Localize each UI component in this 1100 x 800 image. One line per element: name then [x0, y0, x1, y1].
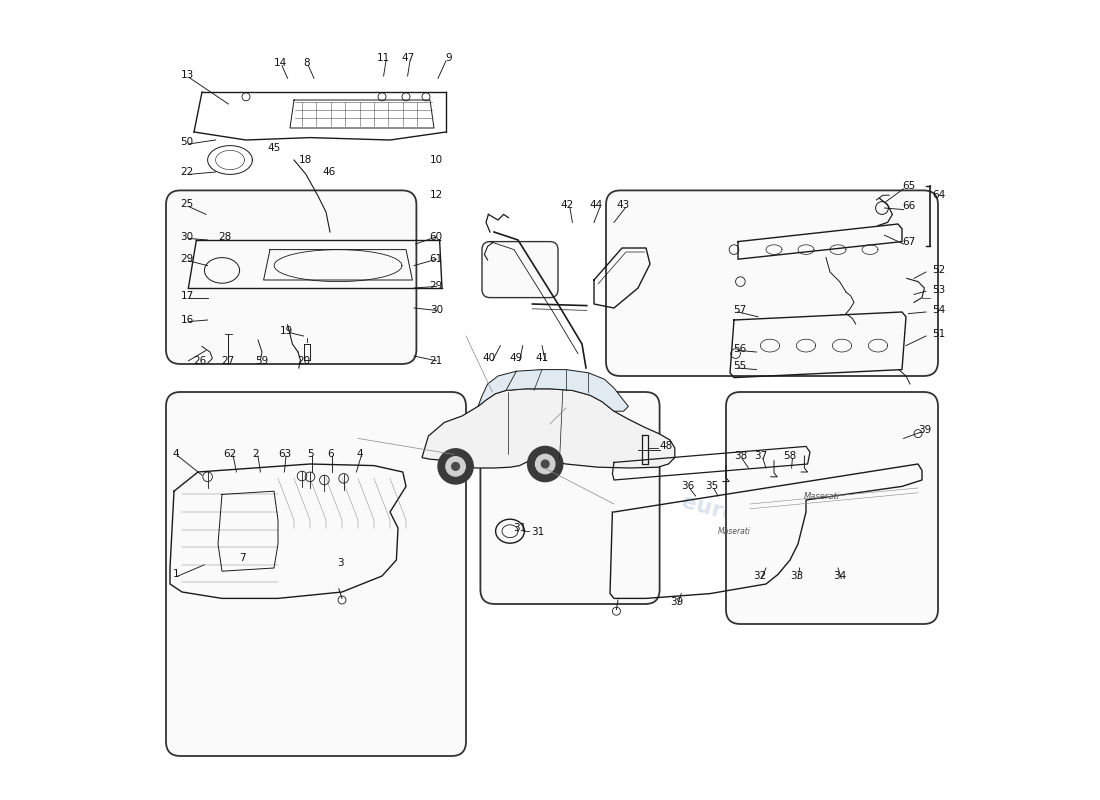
Text: 25: 25: [180, 199, 194, 209]
Text: 14: 14: [274, 58, 287, 68]
Text: 32: 32: [754, 571, 767, 581]
Text: 54: 54: [933, 306, 946, 315]
Text: 18: 18: [298, 155, 311, 165]
Text: 37: 37: [755, 451, 768, 461]
Text: 53: 53: [933, 285, 946, 294]
Text: 3: 3: [337, 558, 343, 568]
Text: 41: 41: [536, 354, 549, 363]
Circle shape: [446, 457, 465, 476]
Text: 63: 63: [278, 449, 292, 458]
Text: 59: 59: [255, 356, 268, 366]
Text: 17: 17: [180, 291, 194, 301]
Text: 4: 4: [173, 449, 179, 458]
Text: 9: 9: [446, 53, 452, 62]
Text: 27: 27: [221, 356, 234, 366]
FancyBboxPatch shape: [166, 392, 466, 756]
Circle shape: [528, 446, 563, 482]
Text: 35: 35: [705, 482, 718, 491]
Text: 10: 10: [430, 155, 443, 165]
Text: 56: 56: [734, 344, 747, 354]
Text: 65: 65: [902, 181, 915, 190]
Text: 61: 61: [429, 254, 443, 264]
Text: 19: 19: [279, 326, 293, 336]
FancyBboxPatch shape: [726, 392, 938, 624]
FancyBboxPatch shape: [166, 190, 417, 364]
Text: 44: 44: [590, 200, 603, 210]
Text: 30: 30: [430, 306, 443, 315]
Text: 16: 16: [180, 315, 194, 325]
Text: 5: 5: [307, 449, 314, 458]
Text: 39: 39: [918, 425, 932, 434]
Text: 60: 60: [430, 232, 443, 242]
Circle shape: [536, 454, 554, 474]
Text: 22: 22: [180, 167, 194, 177]
Text: Maserati: Maserati: [804, 492, 840, 502]
Text: 51: 51: [933, 330, 946, 339]
FancyBboxPatch shape: [606, 190, 938, 376]
Text: 66: 66: [902, 202, 915, 211]
Text: 33: 33: [790, 571, 803, 581]
Text: 13: 13: [180, 70, 194, 80]
Text: 42: 42: [560, 200, 573, 210]
Text: 39: 39: [670, 597, 683, 606]
Text: 29: 29: [429, 282, 443, 291]
Text: eurospares: eurospares: [223, 220, 364, 276]
Text: 34: 34: [833, 571, 846, 581]
Text: 36: 36: [681, 482, 694, 491]
Text: 40: 40: [483, 354, 496, 363]
Text: 62: 62: [223, 449, 236, 458]
Text: 26: 26: [192, 356, 206, 366]
Text: 47: 47: [402, 53, 415, 62]
Text: 29: 29: [180, 254, 194, 264]
Text: 28: 28: [218, 232, 231, 242]
Text: 2: 2: [252, 449, 258, 458]
Text: eurospares: eurospares: [680, 492, 821, 548]
Text: 55: 55: [734, 362, 747, 371]
Text: 31: 31: [513, 523, 526, 533]
Text: 67: 67: [902, 237, 915, 246]
Text: Maserati: Maserati: [717, 527, 750, 537]
Text: eurospares: eurospares: [191, 516, 332, 572]
Text: 58: 58: [783, 451, 796, 461]
Text: 50: 50: [180, 138, 194, 147]
Text: eurospares: eurospares: [495, 436, 637, 492]
Circle shape: [452, 462, 460, 470]
FancyBboxPatch shape: [481, 392, 660, 604]
Text: 21: 21: [429, 356, 443, 366]
Text: 38: 38: [734, 451, 747, 461]
Text: 46: 46: [322, 167, 335, 177]
Text: 45: 45: [267, 143, 280, 153]
Text: 30: 30: [180, 232, 194, 242]
Polygon shape: [422, 389, 674, 468]
Text: 6: 6: [328, 449, 334, 458]
Text: 49: 49: [509, 354, 522, 363]
Text: 64: 64: [933, 190, 946, 200]
Text: 31: 31: [531, 527, 544, 537]
FancyBboxPatch shape: [482, 242, 558, 298]
Text: 4: 4: [356, 449, 363, 458]
Polygon shape: [478, 370, 628, 411]
Text: 7: 7: [239, 554, 245, 563]
Text: 1: 1: [173, 570, 179, 579]
Text: 12: 12: [429, 190, 443, 200]
Text: 48: 48: [660, 442, 673, 451]
Text: 57: 57: [734, 306, 747, 315]
Circle shape: [438, 449, 473, 484]
Text: 20: 20: [297, 356, 310, 366]
Circle shape: [541, 460, 549, 468]
Text: 11: 11: [377, 53, 390, 62]
Text: 43: 43: [616, 200, 629, 210]
Text: 52: 52: [933, 266, 946, 275]
Text: 8: 8: [304, 58, 310, 68]
